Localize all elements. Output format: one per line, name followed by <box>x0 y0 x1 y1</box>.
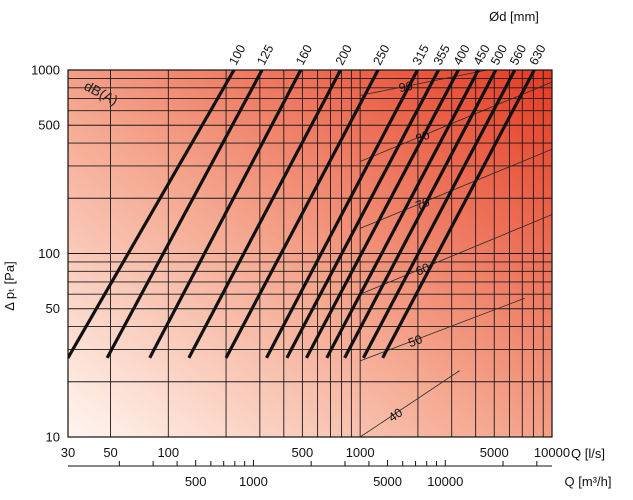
diameter-label: 125 <box>254 42 276 67</box>
x-tick-label: 1000 <box>346 445 375 460</box>
noise-label: 60 <box>414 260 432 278</box>
duct-line <box>105 70 264 359</box>
y-axis-label: Δ pₜ [Pa] <box>2 261 17 310</box>
duct-line <box>148 70 303 359</box>
duct-line <box>68 70 236 359</box>
x-tick-label: 50 <box>103 445 117 460</box>
plot-frame <box>67 69 553 438</box>
noise-label: 50 <box>406 332 424 350</box>
x-tick-label: 30 <box>61 445 75 460</box>
duct-line <box>343 70 498 359</box>
diameter-label: 200 <box>333 42 355 67</box>
duct-line <box>187 70 342 359</box>
diameter-label: 450 <box>471 42 493 67</box>
noise-line <box>360 148 552 229</box>
x2-axis-label: Q [m³/h] <box>565 474 612 489</box>
diameter-label: 100 <box>226 42 248 67</box>
y-tick-label: 1000 <box>31 63 60 78</box>
x-tick-label: 10000 <box>534 445 570 460</box>
noise-line <box>360 214 552 295</box>
noise-line <box>359 370 460 437</box>
duct-line <box>305 70 460 359</box>
duct-line <box>362 70 517 359</box>
x-axis-label: Q [l/s] <box>571 446 605 461</box>
y-axis-ticks: 10 50 100 500 1000 <box>31 63 60 445</box>
y-tick-label: 50 <box>46 301 60 316</box>
duct-line <box>265 70 419 359</box>
y-tick-label: 10 <box>46 430 60 445</box>
x2-tick-label: 500 <box>185 474 207 489</box>
noise-label: 40 <box>386 406 405 425</box>
y-tick-label: 500 <box>38 118 60 133</box>
diameter-label: 160 <box>293 42 315 67</box>
duct-line <box>224 70 380 359</box>
diameter-axis-label: Ød [mm] <box>489 9 539 24</box>
noise-label: 80 <box>414 128 432 146</box>
x-tick-label: 5000 <box>480 445 509 460</box>
duct-line <box>381 70 536 359</box>
diameter-label: 400 <box>451 42 473 67</box>
duct-lines <box>68 70 536 359</box>
duct-line <box>325 70 480 359</box>
x-tick-label: 500 <box>292 445 314 460</box>
diameter-label: 250 <box>370 42 392 67</box>
noise-label: 70 <box>414 195 432 213</box>
diameter-label: 315 <box>410 42 432 67</box>
y-tick-label: 100 <box>38 246 60 261</box>
diameter-label: 630 <box>527 42 549 67</box>
noise-label: 90 <box>398 79 414 95</box>
diameter-label: 355 <box>431 42 453 67</box>
x2-tick-label: 5000 <box>373 474 402 489</box>
x2-tick-label: 1000 <box>239 474 268 489</box>
diameter-label: 500 <box>488 42 510 67</box>
x2-tick-label: 10000 <box>427 474 463 489</box>
diameter-label: 560 <box>507 42 529 67</box>
x-tick-label: 100 <box>157 445 179 460</box>
x-axis-ticks: 30 50 100 500 1000 5000 10000 <box>61 445 570 460</box>
noise-labels: 40 50 60 70 80 90 <box>386 79 432 425</box>
duct-line <box>285 70 440 359</box>
x2-axis: 500 1000 5000 10000 <box>68 460 552 489</box>
noise-line <box>360 70 488 96</box>
